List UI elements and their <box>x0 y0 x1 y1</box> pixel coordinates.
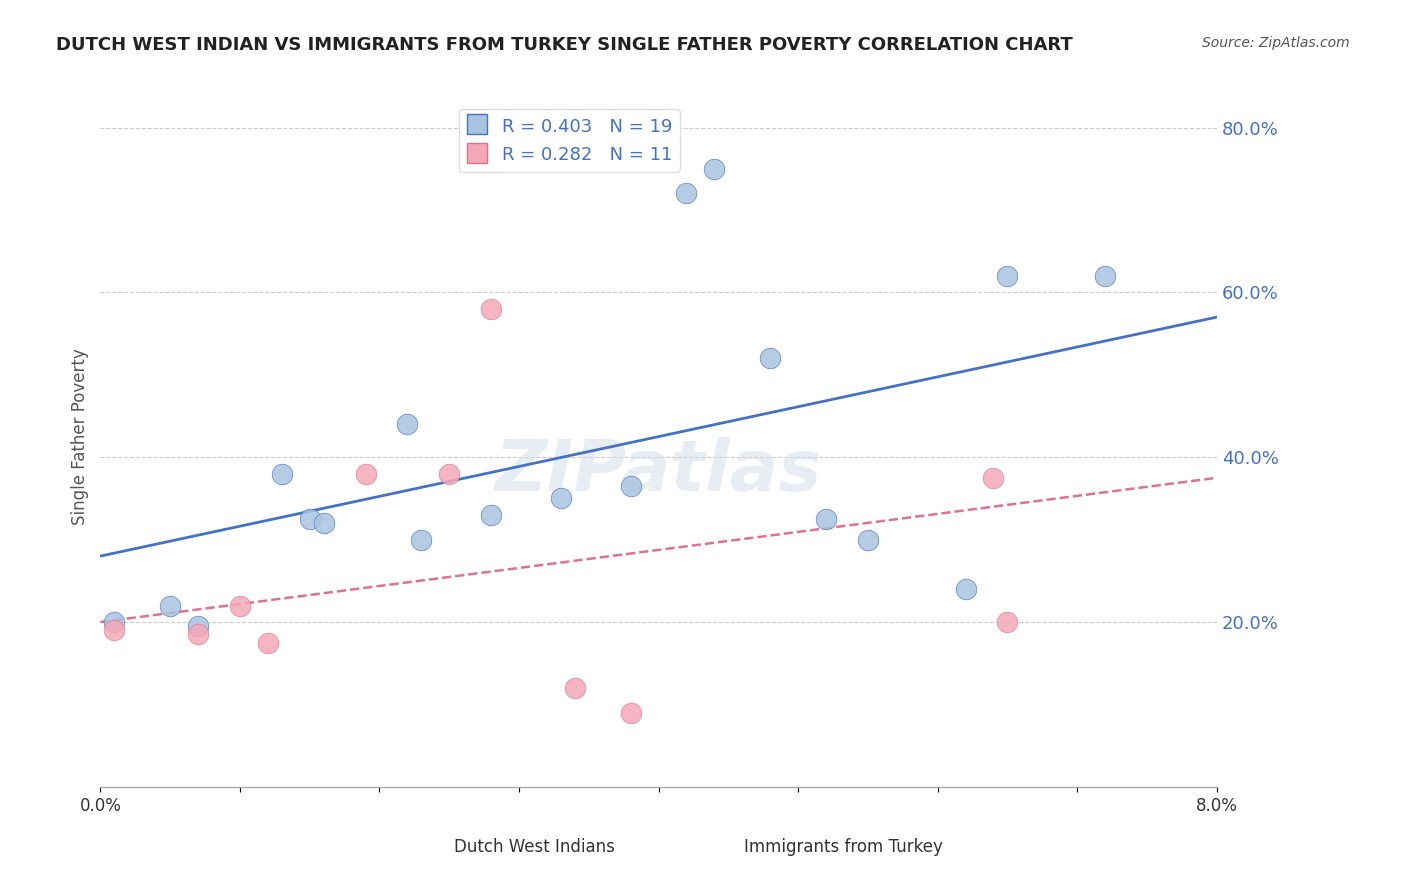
Text: DUTCH WEST INDIAN VS IMMIGRANTS FROM TURKEY SINGLE FATHER POVERTY CORRELATION CH: DUTCH WEST INDIAN VS IMMIGRANTS FROM TUR… <box>56 36 1073 54</box>
Point <box>550 491 572 506</box>
Point <box>187 619 209 633</box>
Point <box>159 599 181 613</box>
Point <box>396 417 419 432</box>
Point <box>983 471 1005 485</box>
Point <box>815 512 838 526</box>
Point <box>997 615 1019 629</box>
Point <box>187 627 209 641</box>
Point <box>439 467 461 481</box>
Point <box>103 624 125 638</box>
Point <box>103 615 125 629</box>
Point <box>256 635 278 649</box>
Point <box>759 351 782 366</box>
Point <box>229 599 252 613</box>
Point <box>354 467 377 481</box>
Point <box>1094 268 1116 283</box>
Point <box>955 582 977 596</box>
Text: Source: ZipAtlas.com: Source: ZipAtlas.com <box>1202 36 1350 50</box>
Y-axis label: Single Father Poverty: Single Father Poverty <box>72 348 89 525</box>
Point <box>298 512 321 526</box>
Point <box>479 508 502 522</box>
Point <box>312 516 335 530</box>
Point <box>620 706 643 720</box>
Point <box>856 533 879 547</box>
Text: ZIPatlas: ZIPatlas <box>495 437 823 506</box>
Text: Dutch West Indians: Dutch West Indians <box>454 838 614 856</box>
Legend: R = 0.403   N = 19, R = 0.282   N = 11: R = 0.403 N = 19, R = 0.282 N = 11 <box>458 110 679 171</box>
Point <box>997 268 1019 283</box>
Point <box>479 301 502 316</box>
Point <box>620 479 643 493</box>
Point <box>411 533 433 547</box>
Text: Immigrants from Turkey: Immigrants from Turkey <box>744 838 943 856</box>
Point <box>564 681 586 695</box>
Point <box>675 186 697 201</box>
Point <box>703 161 725 176</box>
Point <box>270 467 292 481</box>
